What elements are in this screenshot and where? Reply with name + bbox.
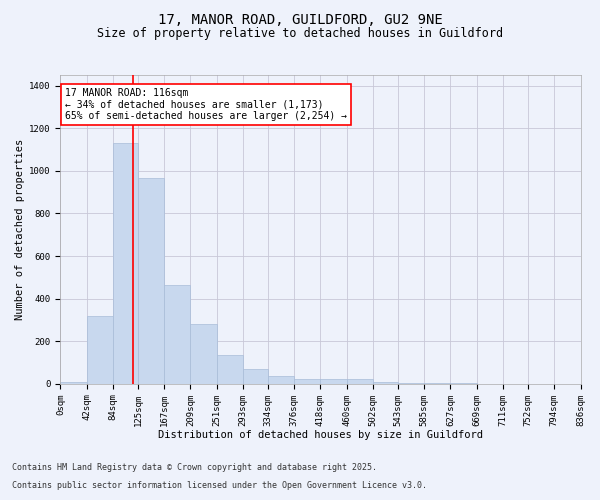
Bar	[373, 382, 398, 384]
Bar	[424, 383, 451, 384]
Bar	[190, 324, 217, 384]
Bar	[295, 379, 320, 384]
Bar	[86, 316, 113, 384]
Bar	[113, 143, 138, 384]
Bar	[164, 285, 190, 384]
Bar	[217, 355, 242, 384]
X-axis label: Distribution of detached houses by size in Guildford: Distribution of detached houses by size …	[158, 430, 483, 440]
Bar	[320, 378, 347, 384]
Text: Size of property relative to detached houses in Guildford: Size of property relative to detached ho…	[97, 28, 503, 40]
Text: Contains HM Land Registry data © Crown copyright and database right 2025.: Contains HM Land Registry data © Crown c…	[12, 464, 377, 472]
Bar	[268, 376, 295, 384]
Bar	[242, 370, 268, 384]
Text: 17, MANOR ROAD, GUILDFORD, GU2 9NE: 17, MANOR ROAD, GUILDFORD, GU2 9NE	[158, 12, 442, 26]
Bar	[138, 178, 164, 384]
Text: 17 MANOR ROAD: 116sqm
← 34% of detached houses are smaller (1,173)
65% of semi-d: 17 MANOR ROAD: 116sqm ← 34% of detached …	[65, 88, 347, 121]
Bar	[398, 383, 424, 384]
Bar	[61, 382, 86, 384]
Text: Contains public sector information licensed under the Open Government Licence v3: Contains public sector information licen…	[12, 481, 427, 490]
Y-axis label: Number of detached properties: Number of detached properties	[15, 139, 25, 320]
Bar	[347, 379, 373, 384]
